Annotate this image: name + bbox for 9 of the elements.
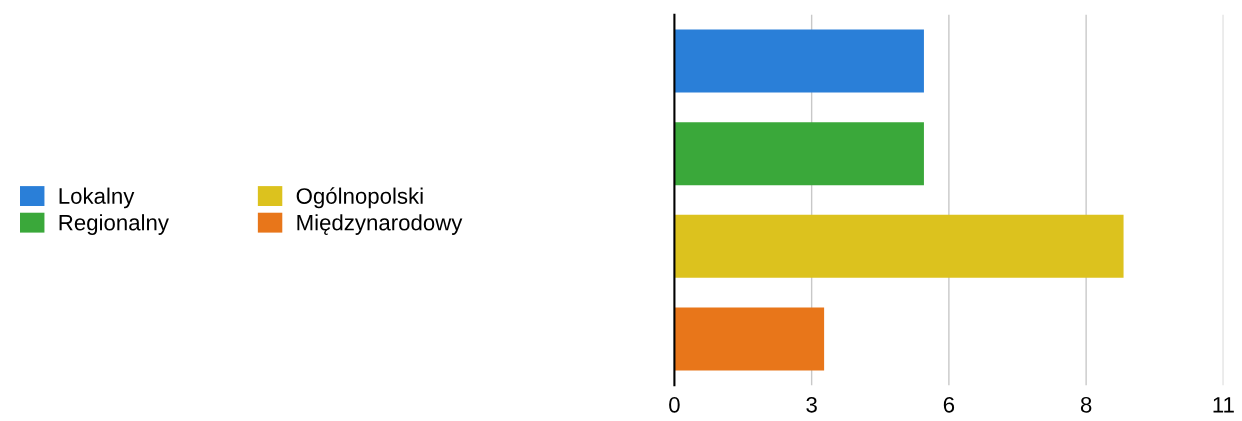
legend-label: Ogólnopolski — [296, 187, 423, 209]
x-tick-label: 6 — [943, 396, 955, 413]
legend-label: Regionalny — [59, 214, 169, 235]
x-tick-label: 0 — [669, 396, 680, 413]
x-tick-label: 8 — [1080, 396, 1092, 413]
legend-label: Lokalny — [59, 187, 135, 209]
legend-label: Międzynarodowy — [297, 214, 463, 235]
x-tick-label: 11 — [1213, 397, 1234, 413]
x-tick-label: 3 — [806, 396, 817, 413]
